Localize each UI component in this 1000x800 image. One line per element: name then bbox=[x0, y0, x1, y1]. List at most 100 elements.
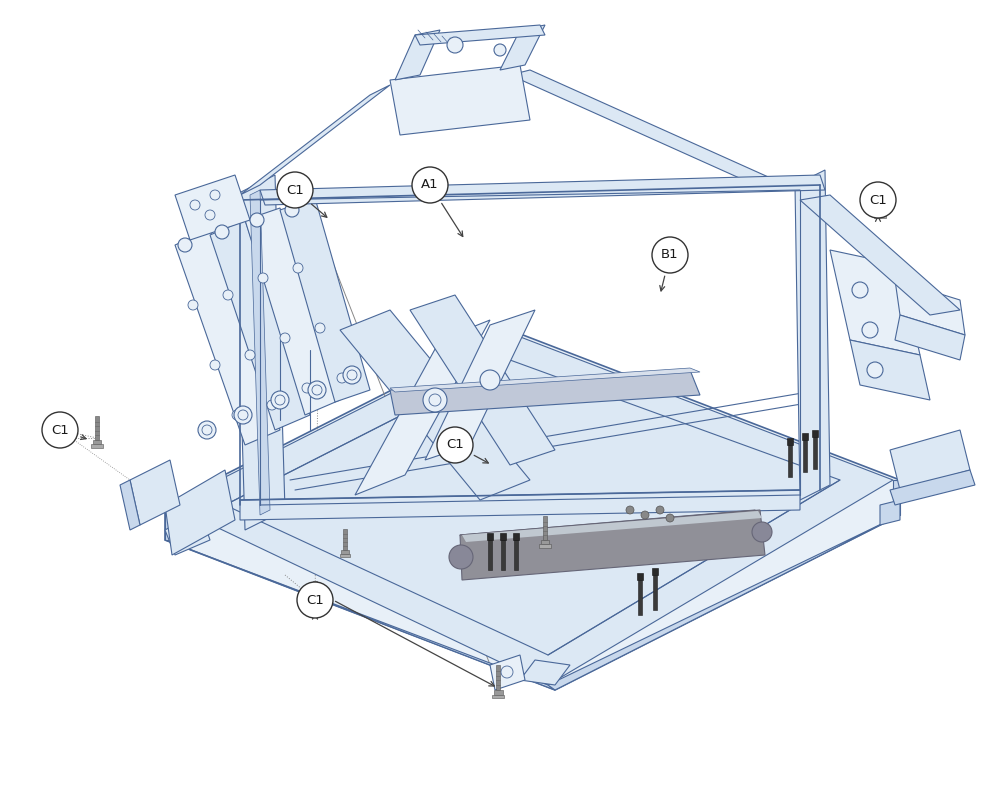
Text: A1: A1 bbox=[421, 178, 439, 191]
Circle shape bbox=[293, 263, 303, 273]
Polygon shape bbox=[876, 210, 884, 214]
Circle shape bbox=[198, 421, 216, 439]
Polygon shape bbox=[91, 444, 103, 448]
Polygon shape bbox=[787, 438, 793, 445]
Polygon shape bbox=[410, 295, 555, 465]
Circle shape bbox=[223, 290, 233, 300]
Polygon shape bbox=[880, 500, 900, 525]
Polygon shape bbox=[874, 214, 886, 218]
Polygon shape bbox=[513, 533, 519, 540]
Polygon shape bbox=[311, 605, 319, 610]
Polygon shape bbox=[170, 333, 893, 685]
Polygon shape bbox=[638, 580, 642, 615]
Text: C1: C1 bbox=[286, 183, 304, 197]
Circle shape bbox=[297, 582, 333, 618]
Circle shape bbox=[449, 545, 473, 569]
Circle shape bbox=[280, 333, 290, 343]
Polygon shape bbox=[245, 208, 340, 415]
Circle shape bbox=[652, 237, 688, 273]
Polygon shape bbox=[415, 25, 545, 45]
Polygon shape bbox=[890, 470, 975, 505]
Polygon shape bbox=[355, 320, 490, 495]
Polygon shape bbox=[240, 490, 800, 520]
Text: C1: C1 bbox=[306, 594, 324, 606]
Polygon shape bbox=[260, 175, 825, 205]
Polygon shape bbox=[93, 440, 101, 444]
Polygon shape bbox=[653, 575, 657, 610]
Polygon shape bbox=[130, 460, 180, 525]
Circle shape bbox=[494, 44, 506, 56]
Polygon shape bbox=[175, 230, 280, 445]
Polygon shape bbox=[795, 170, 830, 500]
Polygon shape bbox=[895, 280, 965, 335]
Text: B1: B1 bbox=[661, 249, 679, 262]
Polygon shape bbox=[893, 480, 900, 515]
Polygon shape bbox=[460, 545, 470, 565]
Circle shape bbox=[447, 37, 463, 53]
Polygon shape bbox=[652, 568, 658, 575]
Polygon shape bbox=[500, 25, 545, 70]
Circle shape bbox=[234, 406, 252, 424]
Polygon shape bbox=[890, 430, 970, 490]
Circle shape bbox=[666, 514, 674, 522]
Polygon shape bbox=[812, 430, 818, 437]
Polygon shape bbox=[492, 694, 504, 698]
Polygon shape bbox=[514, 540, 518, 570]
Polygon shape bbox=[95, 416, 99, 440]
Circle shape bbox=[178, 238, 192, 252]
Polygon shape bbox=[637, 573, 643, 580]
Circle shape bbox=[501, 666, 513, 678]
Polygon shape bbox=[460, 510, 760, 545]
Circle shape bbox=[860, 182, 896, 218]
Polygon shape bbox=[165, 505, 170, 540]
Polygon shape bbox=[548, 515, 900, 690]
Polygon shape bbox=[165, 540, 555, 690]
Polygon shape bbox=[250, 190, 270, 515]
Polygon shape bbox=[309, 610, 321, 613]
Circle shape bbox=[412, 167, 448, 203]
Circle shape bbox=[258, 273, 268, 283]
Polygon shape bbox=[341, 550, 349, 554]
Polygon shape bbox=[878, 186, 882, 210]
Text: C1: C1 bbox=[869, 194, 887, 206]
Polygon shape bbox=[340, 310, 530, 500]
Circle shape bbox=[867, 362, 883, 378]
Polygon shape bbox=[543, 516, 547, 540]
Polygon shape bbox=[501, 540, 505, 570]
Polygon shape bbox=[462, 511, 762, 542]
Circle shape bbox=[437, 427, 473, 463]
Circle shape bbox=[210, 360, 220, 370]
Circle shape bbox=[423, 388, 447, 412]
Polygon shape bbox=[494, 690, 503, 694]
Circle shape bbox=[271, 391, 289, 409]
Polygon shape bbox=[496, 665, 500, 690]
Polygon shape bbox=[541, 540, 549, 544]
Polygon shape bbox=[235, 175, 285, 530]
Polygon shape bbox=[895, 315, 965, 360]
Polygon shape bbox=[539, 544, 551, 548]
Circle shape bbox=[250, 213, 264, 227]
Polygon shape bbox=[800, 195, 960, 315]
Polygon shape bbox=[240, 85, 390, 195]
Circle shape bbox=[343, 366, 361, 384]
Circle shape bbox=[752, 522, 772, 542]
Polygon shape bbox=[803, 440, 807, 472]
Circle shape bbox=[852, 282, 868, 298]
Circle shape bbox=[308, 381, 326, 399]
Circle shape bbox=[626, 506, 634, 514]
Polygon shape bbox=[788, 445, 792, 477]
Circle shape bbox=[337, 373, 347, 383]
Circle shape bbox=[862, 322, 878, 338]
Polygon shape bbox=[487, 533, 493, 540]
Circle shape bbox=[232, 410, 242, 420]
Circle shape bbox=[215, 225, 229, 239]
Circle shape bbox=[188, 300, 198, 310]
Text: C1: C1 bbox=[446, 438, 464, 451]
Polygon shape bbox=[165, 330, 900, 690]
Circle shape bbox=[245, 350, 255, 360]
Circle shape bbox=[277, 172, 313, 208]
Text: C1: C1 bbox=[51, 423, 69, 437]
Polygon shape bbox=[425, 310, 535, 460]
Polygon shape bbox=[390, 368, 700, 392]
Circle shape bbox=[267, 400, 277, 410]
